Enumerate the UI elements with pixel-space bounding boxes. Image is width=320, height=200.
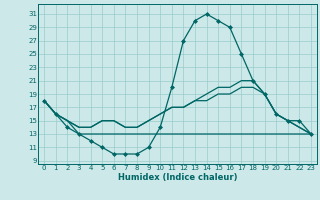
X-axis label: Humidex (Indice chaleur): Humidex (Indice chaleur) bbox=[118, 173, 237, 182]
